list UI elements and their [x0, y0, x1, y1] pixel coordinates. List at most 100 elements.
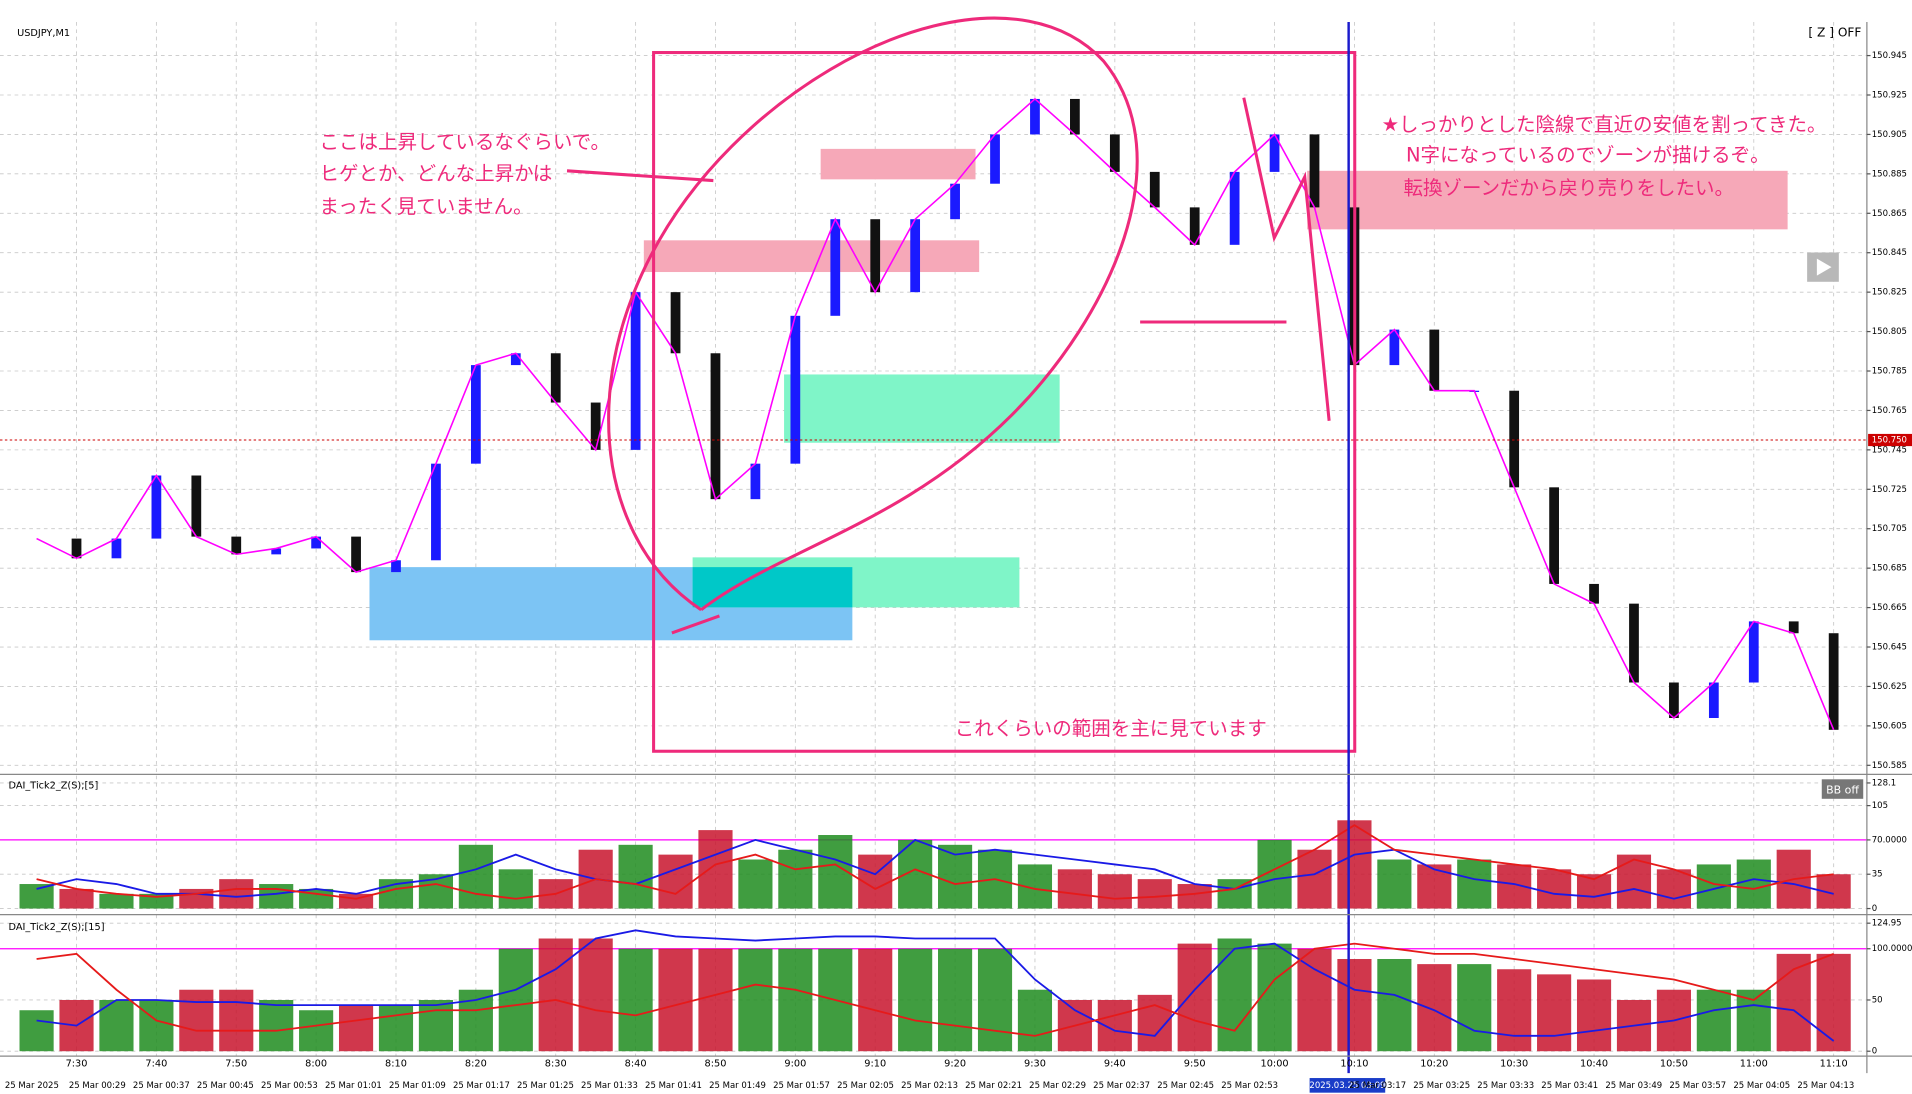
- candle: [431, 463, 441, 561]
- x-tick-label: 8:10: [385, 1058, 407, 1069]
- histogram-bar: [738, 859, 773, 909]
- y-tick-label: 150.865: [1872, 209, 1907, 219]
- candle: [590, 402, 601, 450]
- candle: [790, 315, 801, 464]
- date-label: 25 Mar 04:13: [1797, 1081, 1854, 1091]
- histogram-bar: [1696, 989, 1731, 1052]
- candle: [1748, 621, 1759, 683]
- histogram-bar: [1297, 948, 1332, 1052]
- x-tick-label: 10:10: [1340, 1058, 1368, 1069]
- histogram-bar: [1537, 869, 1572, 909]
- candle: [1788, 621, 1799, 634]
- histogram-bar: [1417, 964, 1452, 1052]
- x-tick-label: 9:50: [1184, 1058, 1206, 1069]
- y-tick-label: 150.585: [1872, 761, 1907, 771]
- histogram-bar: [99, 999, 134, 1052]
- histogram-bar: [299, 1010, 334, 1052]
- histogram-bar: [1736, 859, 1771, 909]
- x-tick-label: 10:50: [1660, 1058, 1688, 1069]
- pointer-line: [671, 614, 720, 635]
- y-tick-label: 150.825: [1872, 288, 1907, 298]
- y-tick-label: 150.785: [1872, 367, 1907, 377]
- histogram-bar: [1537, 974, 1572, 1052]
- date-label: 25 Mar 01:33: [581, 1081, 638, 1091]
- y-tick-label: 35: [1872, 870, 1883, 880]
- indicator-line: [36, 929, 1835, 1042]
- date-label: 25 Mar 01:09: [389, 1081, 446, 1091]
- bb-button[interactable]: [1821, 779, 1864, 799]
- y-tick-label: 50: [1872, 995, 1883, 1005]
- histogram-bar: [1377, 859, 1412, 909]
- histogram-bar: [1337, 820, 1372, 909]
- date-label: 25 Mar 02:13: [901, 1081, 958, 1091]
- circle-drawing: [607, 16, 1139, 612]
- histogram-bar: [578, 938, 613, 1052]
- indicator-line: [36, 838, 1834, 900]
- x-tick-label: 10:00: [1261, 1058, 1289, 1069]
- y-tick-label: 150.625: [1872, 682, 1907, 692]
- candle: [1229, 171, 1240, 245]
- histogram-bar: [778, 948, 813, 1052]
- annotation: まったく見ていません。: [319, 195, 532, 218]
- candle: [1070, 98, 1080, 135]
- candle: [670, 292, 681, 354]
- candle: [710, 353, 721, 500]
- x-tick-label: 11:00: [1740, 1058, 1768, 1069]
- histogram-bar: [738, 948, 773, 1052]
- y-tick-label: 70.0000: [1872, 835, 1907, 845]
- candle: [391, 560, 401, 573]
- histogram-bar: [338, 1005, 374, 1052]
- date-label: 25 Mar 03:33: [1477, 1081, 1534, 1091]
- date-label: 25 Mar 01:49: [709, 1081, 766, 1091]
- candle: [910, 219, 921, 293]
- date-label: 25 Mar 03:57: [1669, 1081, 1726, 1091]
- candle: [271, 548, 282, 555]
- date-label: 25 Mar 00:29: [69, 1081, 126, 1091]
- candle: [111, 538, 122, 559]
- date-label: 25 Mar 00:45: [197, 1081, 254, 1091]
- date-label: 25 Mar 02:45: [1157, 1081, 1214, 1091]
- candle: [1669, 682, 1679, 718]
- histogram-bar: [1217, 938, 1252, 1052]
- x-tick-label: 7:50: [225, 1058, 247, 1069]
- y-tick-label: 0: [1872, 904, 1877, 914]
- histogram-bar: [259, 999, 294, 1052]
- annotation: ここは上昇しているなぐらいで。: [319, 130, 610, 153]
- histogram-bar: [1616, 854, 1652, 909]
- candle: [1589, 583, 1599, 604]
- x-tick-label: 8:20: [465, 1058, 487, 1069]
- date-label: 25 Mar 00:37: [133, 1081, 190, 1091]
- date-label: 25 Mar 01:57: [773, 1081, 830, 1091]
- histogram-bar: [498, 869, 533, 909]
- y-tick-label: 150.645: [1872, 643, 1907, 653]
- candle: [1269, 134, 1280, 172]
- candle: [1828, 633, 1839, 730]
- candle: [750, 463, 761, 500]
- plot: [0, 97, 1867, 1052]
- candle: [1629, 603, 1639, 683]
- histogram-bar: [618, 844, 653, 909]
- date-label: 25 Mar 02:29: [1029, 1081, 1086, 1091]
- current-price-box: [1868, 433, 1912, 447]
- y-tick-label: 150.805: [1872, 327, 1907, 337]
- candle: [311, 536, 322, 549]
- cursor-time: 2025.03.25 03:09: [1309, 1081, 1385, 1091]
- y-tick-label: 0: [1872, 1047, 1877, 1057]
- zone-teal: [784, 374, 1060, 443]
- histogram-bar: [418, 999, 454, 1052]
- candle: [470, 365, 481, 464]
- annotation: 転換ゾーンだから戻り売りをしたい。: [1404, 177, 1735, 200]
- n-shape: [1242, 97, 1331, 421]
- y-tick-label: 105: [1872, 801, 1888, 811]
- zone-overlap: [692, 567, 853, 608]
- candle: [1030, 98, 1040, 135]
- candle: [1708, 682, 1719, 718]
- candle: [1189, 207, 1200, 245]
- date-label: 25 Mar 00:53: [261, 1081, 318, 1091]
- price-line: [36, 97, 1835, 731]
- y-tick-label: 150.605: [1872, 721, 1907, 731]
- y-tick-label: 150.925: [1872, 90, 1907, 100]
- z-off[interactable]: [ Z ] OFF: [1808, 26, 1861, 40]
